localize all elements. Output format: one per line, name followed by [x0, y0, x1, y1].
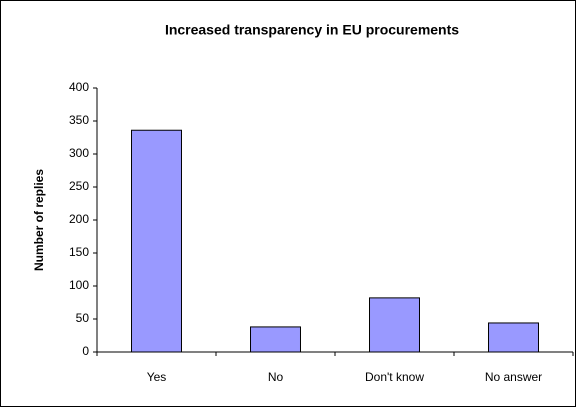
bar — [250, 326, 301, 353]
y-tick-label: 350 — [69, 113, 89, 127]
x-tick-label: Don't know — [365, 370, 424, 384]
y-tick-label: 100 — [69, 278, 89, 292]
x-tick-label: No answer — [485, 370, 542, 384]
bar — [131, 129, 182, 353]
y-tick-label: 300 — [69, 146, 89, 160]
x-tick-label: No — [268, 370, 284, 384]
bar — [369, 297, 420, 353]
y-tick-label: 0 — [82, 344, 89, 358]
y-tick-label: 200 — [69, 212, 89, 226]
y-tick-label: 400 — [69, 80, 89, 94]
y-tick-label: 50 — [76, 311, 90, 325]
bar — [488, 322, 539, 353]
y-tick-label: 150 — [69, 245, 89, 259]
y-tick-label: 250 — [69, 179, 89, 193]
x-tick-label: Yes — [147, 370, 167, 384]
chart-title: Increased transparency in EU procurement… — [165, 22, 459, 38]
y-axis-label: Number of replies — [32, 169, 46, 271]
